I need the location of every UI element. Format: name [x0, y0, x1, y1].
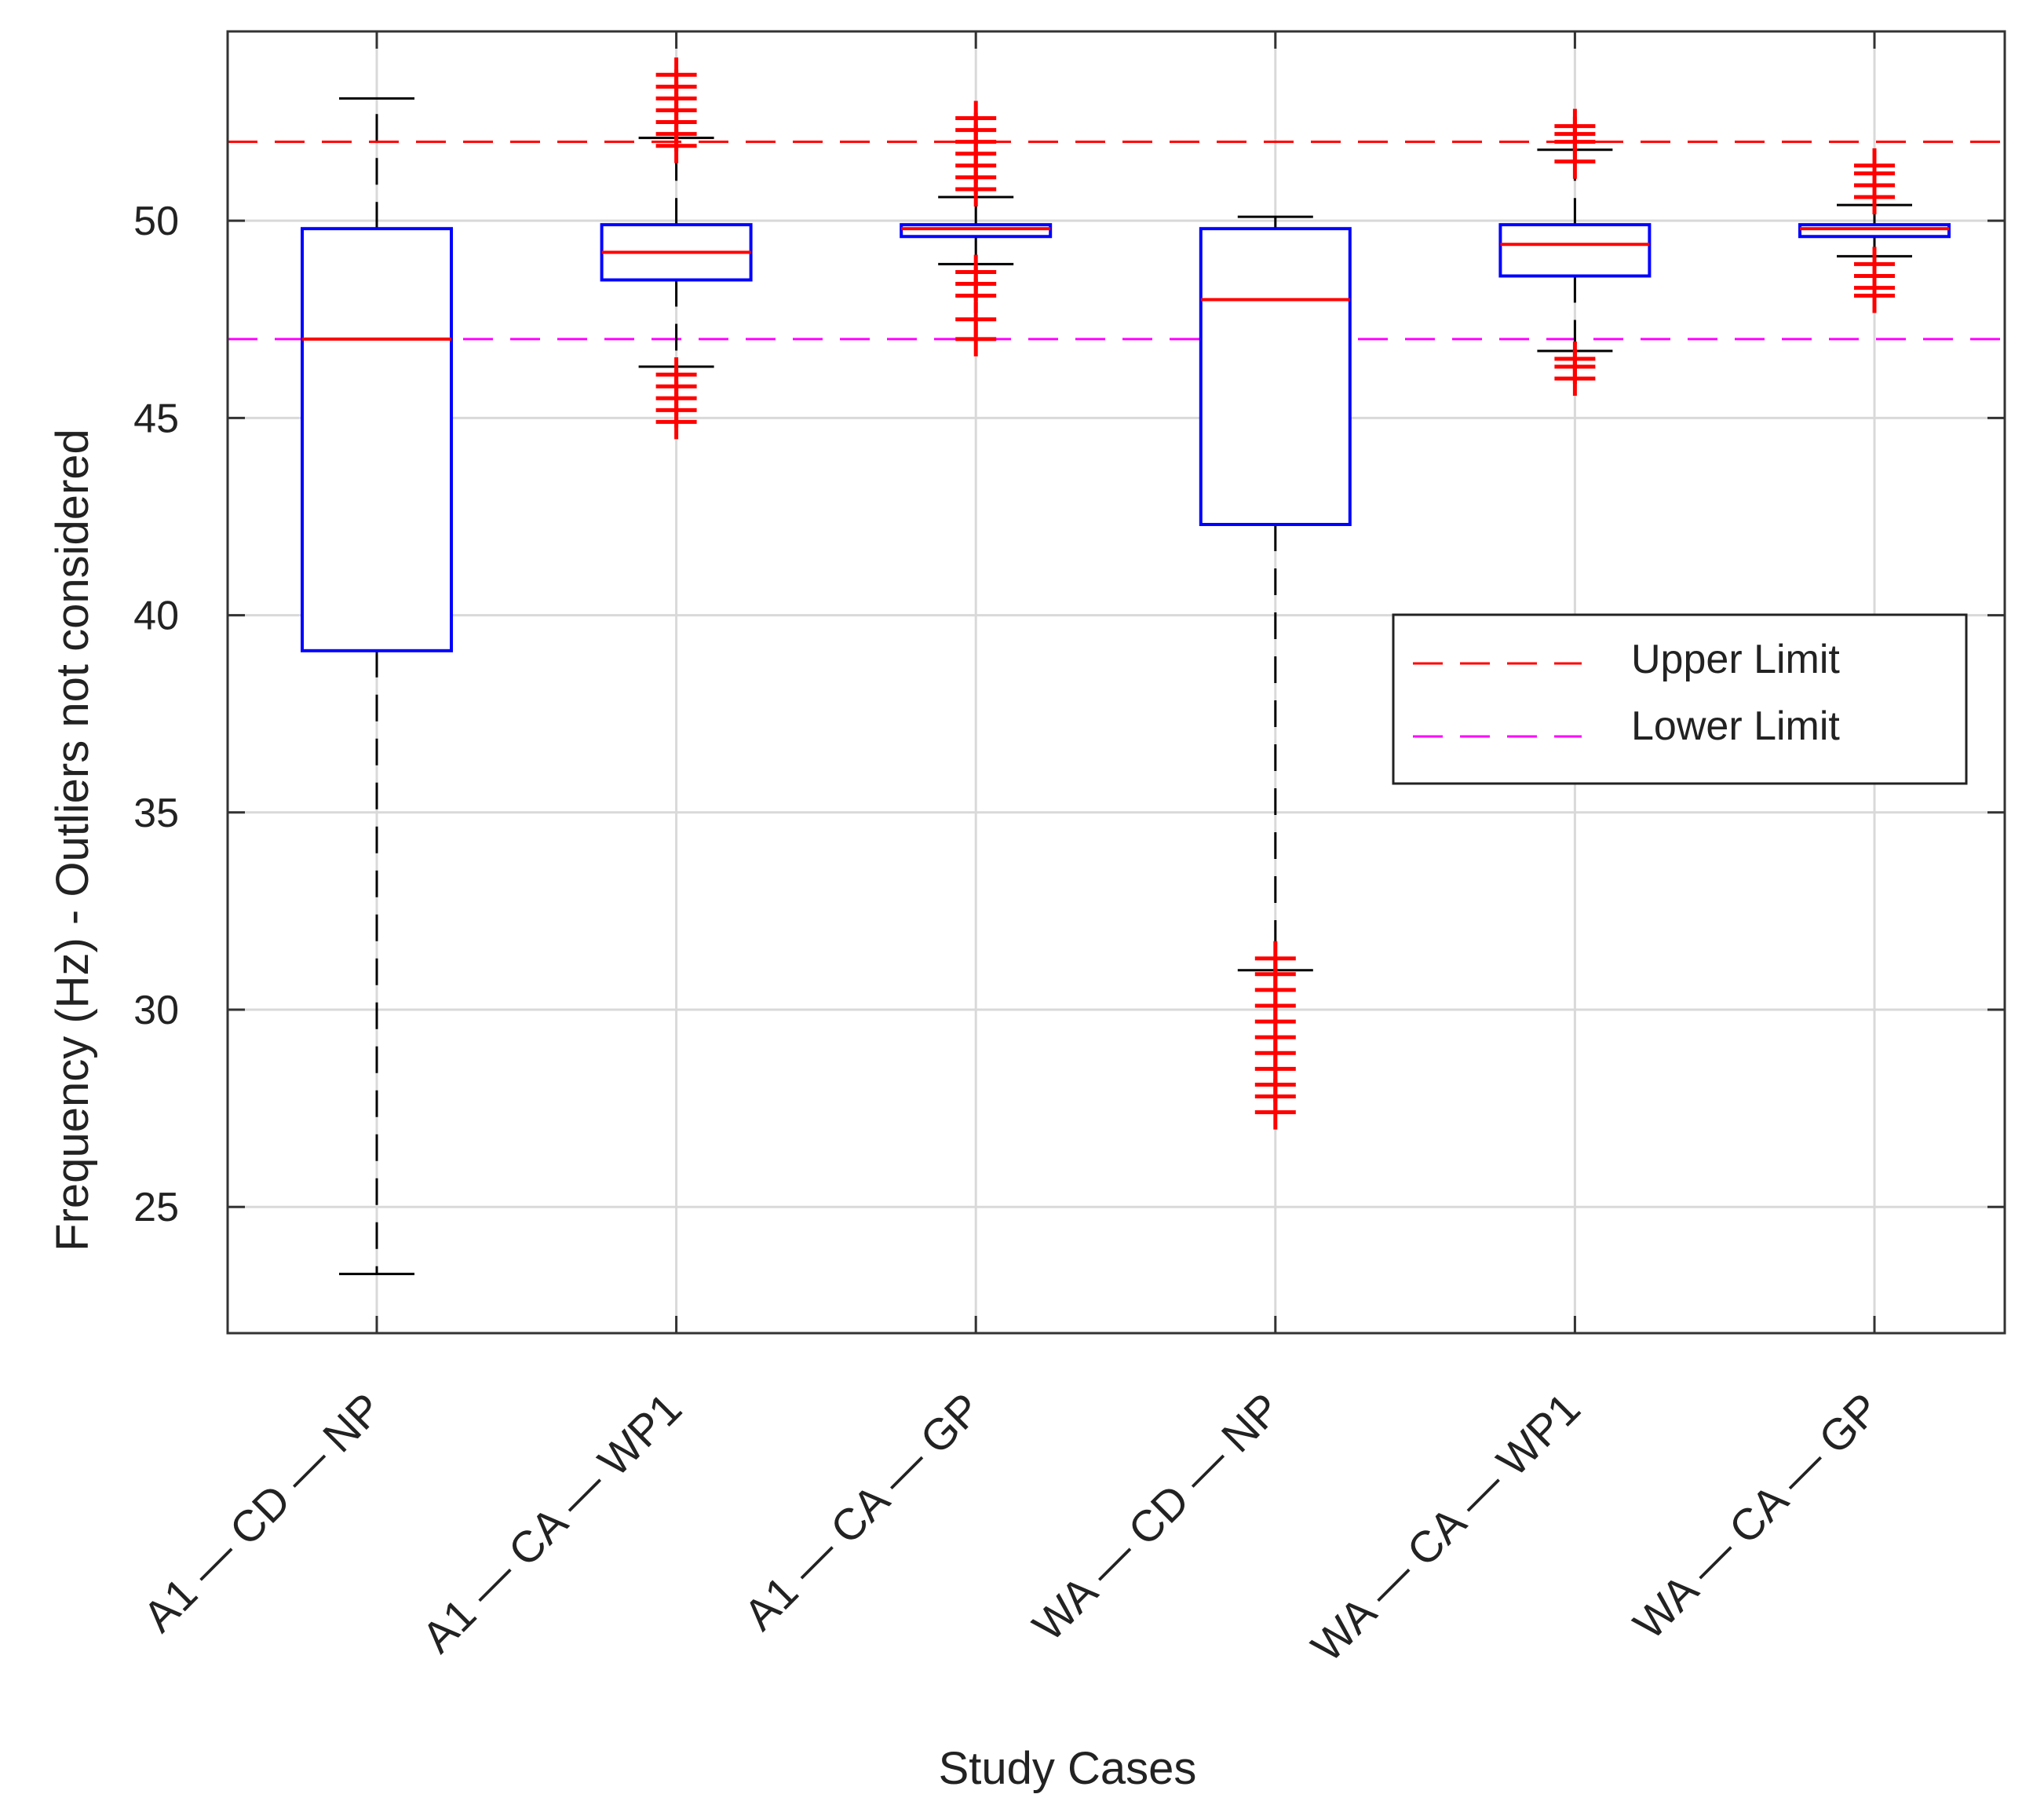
box-group [301, 97, 453, 1276]
box-iqr [301, 227, 453, 652]
x-axis-label: Study Cases [939, 1743, 1197, 1794]
y-axis-label: Frequency (Hz) - Outliers not considered [47, 429, 98, 1251]
box-plots [301, 57, 1951, 1276]
legend: Upper Limit Lower Limit [1392, 613, 1968, 785]
y-tick-label: 30 [133, 988, 179, 1033]
box-iqr [1199, 227, 1352, 527]
plot-frame [226, 30, 2006, 1335]
y-tick-label: 45 [133, 396, 179, 441]
box-group [1498, 108, 1652, 396]
box-group [1199, 215, 1352, 1130]
legend-lower-limit-label: Lower Limit [1631, 703, 1840, 749]
y-tick-label: 25 [133, 1185, 179, 1230]
axis-ticks [228, 31, 2005, 1333]
box-group [1798, 148, 1951, 313]
legend-box [1392, 613, 1968, 785]
x-tick-label: A1 — CA — GP [734, 1383, 990, 1639]
y-tick-label: 50 [133, 199, 179, 244]
x-tick-label: A1 — CD — NP [133, 1383, 391, 1641]
y-tick-label: 40 [133, 594, 179, 639]
box-group [900, 100, 1053, 356]
x-tick-label: WA — CA — WP1 [1301, 1383, 1590, 1672]
box-iqr [900, 223, 1053, 239]
y-tick-label: 35 [133, 791, 179, 836]
box-iqr [1798, 223, 1951, 239]
box-iqr [1498, 223, 1652, 278]
x-tick-label: WA — CD — NP [1023, 1383, 1290, 1650]
x-tick-label: WA — CA — GP [1624, 1383, 1889, 1649]
x-tick-label: A1 — CA — WP1 [412, 1383, 691, 1662]
box-group [600, 57, 753, 440]
reference-lines [228, 141, 2005, 341]
legend-upper-limit-label: Upper Limit [1631, 637, 1840, 682]
